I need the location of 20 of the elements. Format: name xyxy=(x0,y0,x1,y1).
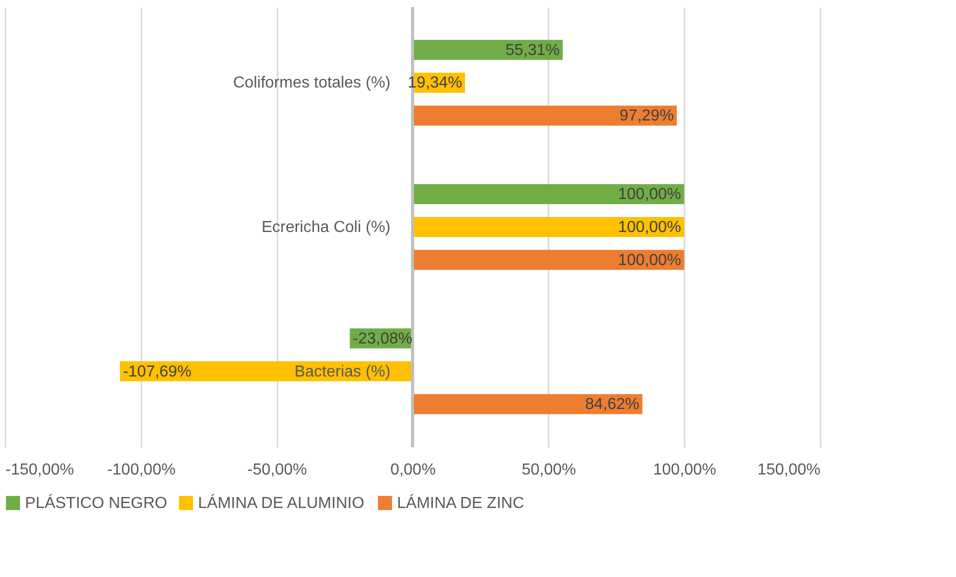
data-label: 84,62% xyxy=(585,396,640,414)
data-label: 100,00% xyxy=(618,186,682,204)
x-tick-label: 0,00% xyxy=(390,462,436,478)
data-label: -107,69% xyxy=(122,363,192,380)
x-tick-label: 50,00% xyxy=(522,462,576,478)
legend-label: LÁMINA DE ZINC xyxy=(397,494,524,512)
data-label: 55,31% xyxy=(505,42,560,59)
data-label: 97,29% xyxy=(620,108,674,125)
legend-label: LÁMINA DE ALUMINIO xyxy=(198,494,364,512)
data-label: 100,00% xyxy=(618,219,682,236)
y-tick-label: Bacterias (%) xyxy=(294,363,390,380)
legend-label: PLÁSTICO NEGRO xyxy=(25,494,168,512)
x-tick-label: -100,00% xyxy=(107,462,176,478)
x-tick-label: -50,00% xyxy=(247,462,307,478)
x-tick-label: 100,00% xyxy=(653,462,716,478)
y-tick-label: Ecrericha Coli (%) xyxy=(262,219,390,236)
data-label: 100,00% xyxy=(618,252,682,269)
y-tick-label: Coliformes totales (%) xyxy=(233,74,390,92)
x-tick-label: 150,00% xyxy=(757,462,820,478)
x-tick-label: -150,00% xyxy=(6,462,74,478)
